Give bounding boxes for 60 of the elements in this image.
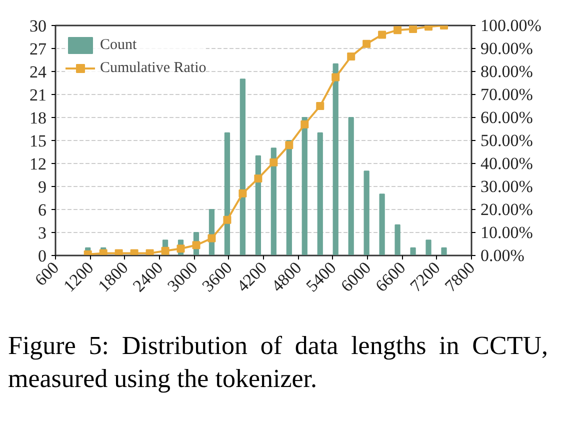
y2-tick-label: 10.00%	[480, 223, 533, 242]
y-tick-label: 30	[30, 16, 46, 36]
point	[223, 216, 232, 224]
point	[362, 40, 371, 48]
point	[192, 241, 200, 250]
point	[176, 244, 185, 253]
bar	[286, 140, 292, 256]
bar	[410, 247, 416, 256]
y2-tick-label: 60.00%	[480, 108, 533, 127]
y2-tick-label: 50.00%	[480, 131, 533, 150]
y2-tick-label: 100.00%	[480, 16, 542, 35]
bar	[441, 247, 447, 256]
y2-tick-label: 0.00%	[480, 246, 524, 265]
caption: Figure 5: Distribution of data lengths in CCTU, measured using the tokenizer.	[8, 330, 548, 395]
bar	[224, 132, 230, 256]
bar	[332, 63, 338, 256]
point	[238, 189, 247, 198]
y2-tick-label: 40.00%	[480, 154, 533, 173]
y-tick-label: 18	[30, 108, 46, 128]
bar	[394, 224, 400, 256]
point	[347, 52, 356, 61]
bar	[270, 148, 276, 256]
bar	[240, 78, 246, 256]
y-tick-label: 21	[30, 86, 46, 104]
point	[300, 120, 309, 128]
y2-tick-label: 70.00%	[480, 85, 533, 104]
bar	[379, 194, 385, 256]
y2-tick-label: 20.00%	[480, 200, 533, 219]
point	[316, 102, 324, 110]
point	[285, 141, 294, 150]
bar	[317, 132, 323, 256]
bar	[364, 170, 370, 256]
point	[114, 249, 123, 256]
point	[130, 249, 138, 256]
y-tick-label: 27	[30, 40, 47, 58]
y-tick-label: 9	[38, 178, 46, 196]
y-tick-label: 12	[30, 154, 46, 174]
point	[270, 158, 278, 166]
bar	[348, 117, 354, 256]
legend-label: Cumulative Ratio	[100, 60, 206, 76]
point	[208, 234, 216, 242]
point	[254, 174, 262, 182]
point	[161, 246, 170, 255]
point	[409, 26, 418, 33]
legend-label: Count	[100, 36, 137, 54]
point	[332, 73, 340, 82]
y-tick-label: 24	[30, 62, 47, 82]
y2-tick-label: 90.00%	[480, 39, 533, 58]
y-tick-label: 15	[30, 132, 46, 150]
bar	[302, 117, 308, 256]
point	[378, 30, 386, 39]
y-tick-label: 6	[38, 200, 46, 220]
bar	[426, 240, 432, 256]
y-tick-label: 3	[38, 224, 46, 242]
point	[394, 26, 402, 34]
y2-tick-label: 80.00%	[480, 62, 533, 81]
point	[146, 249, 154, 256]
y2-tick-label: 30.00%	[480, 177, 533, 196]
bar	[255, 155, 261, 256]
y-tick-label: 0	[38, 246, 46, 266]
